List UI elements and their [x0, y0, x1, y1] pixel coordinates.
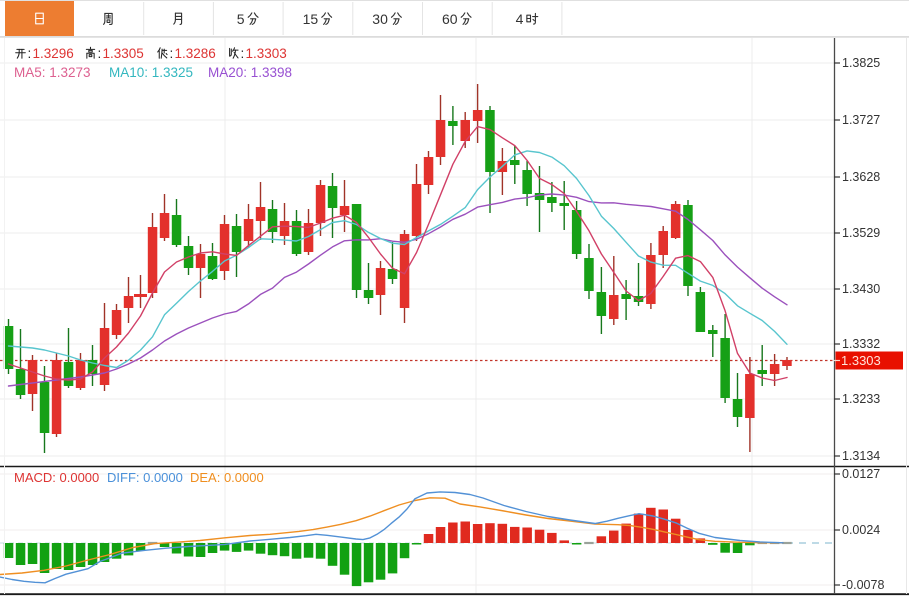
- svg-text:-0.0078: -0.0078: [842, 578, 884, 592]
- svg-text:30: 30: [372, 11, 388, 27]
- svg-text:MA5: 1.3273: MA5: 1.3273: [14, 65, 91, 80]
- svg-text:1.3303: 1.3303: [841, 353, 881, 368]
- svg-text:1.3305: 1.3305: [103, 46, 144, 61]
- svg-text:5: 5: [237, 11, 245, 27]
- svg-text:0.0024: 0.0024: [842, 523, 880, 537]
- svg-text:MACD: 0.0000: MACD: 0.0000: [14, 470, 99, 485]
- svg-text:60: 60: [442, 11, 458, 27]
- svg-text:1.3727: 1.3727: [842, 113, 880, 127]
- svg-text:4: 4: [516, 11, 524, 27]
- svg-text:1.3430: 1.3430: [842, 282, 880, 296]
- svg-text:DIFF: 0.0000: DIFF: 0.0000: [107, 470, 183, 485]
- svg-text:0.0127: 0.0127: [842, 467, 880, 481]
- svg-text:1.3134: 1.3134: [842, 449, 880, 463]
- svg-text:15: 15: [303, 11, 319, 27]
- svg-text:1.3296: 1.3296: [33, 46, 74, 61]
- svg-text:1.3303: 1.3303: [246, 46, 287, 61]
- svg-text::: :: [28, 46, 32, 61]
- svg-text:MA10: 1.3325: MA10: 1.3325: [109, 65, 193, 80]
- svg-text:1.3825: 1.3825: [842, 56, 880, 70]
- svg-text::: :: [98, 46, 102, 61]
- svg-text::: :: [241, 46, 245, 61]
- svg-text:MA20: 1.3398: MA20: 1.3398: [208, 65, 292, 80]
- svg-text:1.3286: 1.3286: [175, 46, 216, 61]
- svg-text:1.3529: 1.3529: [842, 226, 880, 240]
- svg-text:1.3233: 1.3233: [842, 392, 880, 406]
- svg-text:DEA: 0.0000: DEA: 0.0000: [190, 470, 264, 485]
- svg-text::: :: [170, 46, 174, 61]
- svg-text:1.3628: 1.3628: [842, 170, 880, 184]
- svg-text:1.3332: 1.3332: [842, 337, 880, 351]
